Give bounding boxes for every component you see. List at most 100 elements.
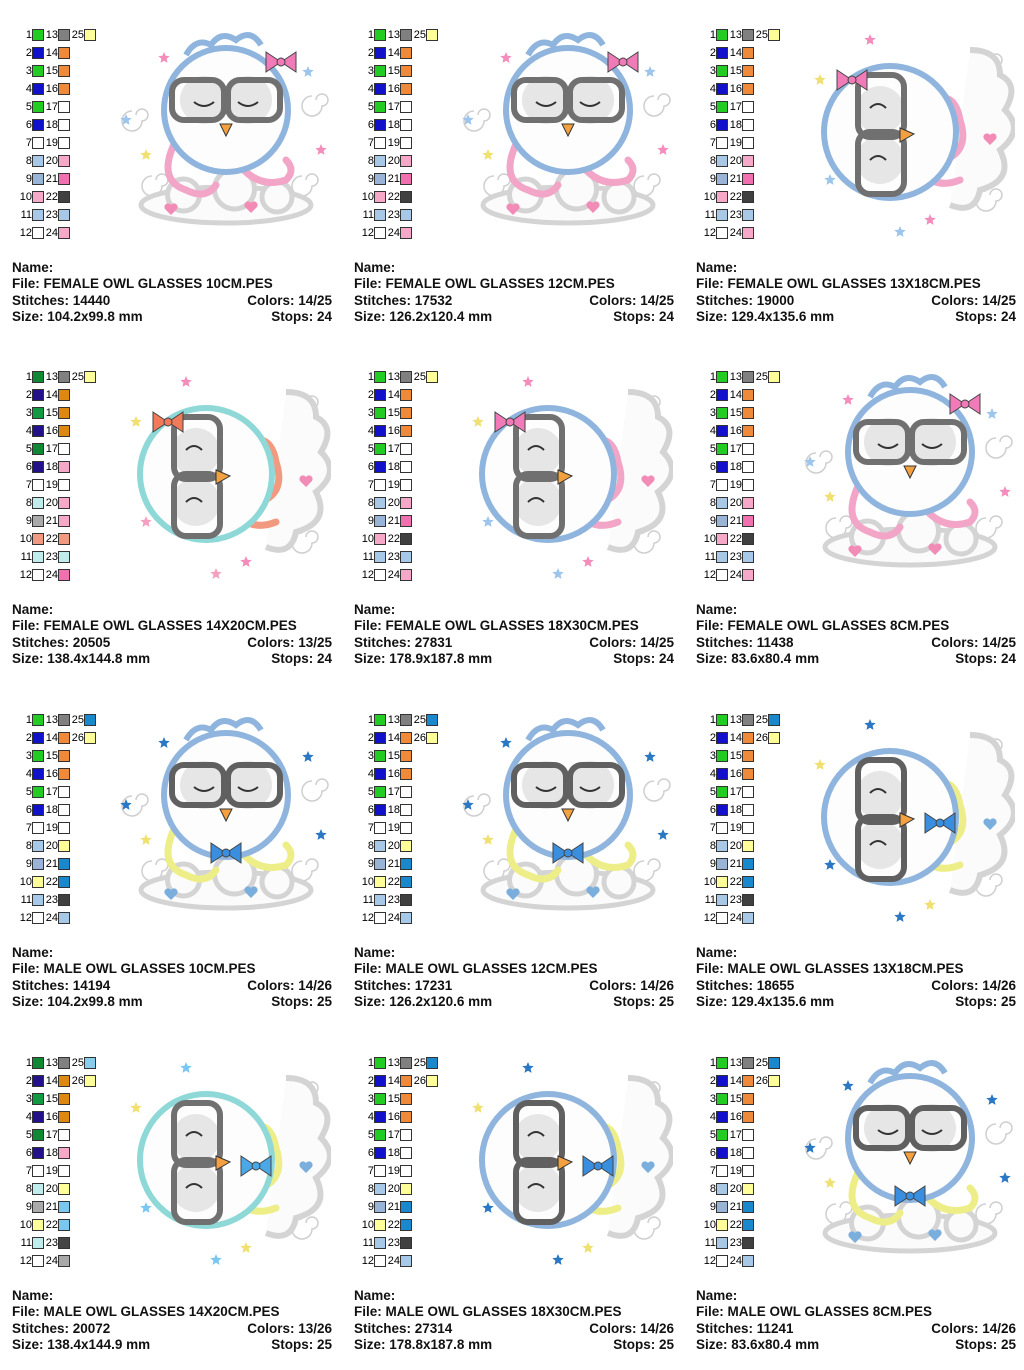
color-number: 14 [387,389,400,401]
owl-wing [848,1164,979,1226]
color-number: 11 [704,894,716,906]
color-swatch [58,173,70,185]
color-swatch [400,1183,412,1195]
color-number: 14 [729,389,742,401]
palette-row: 1 13 25 [698,26,780,44]
color-number: 6 [25,804,32,816]
color-number: 16 [45,1111,58,1123]
color-swatch [58,876,70,888]
color-palette: 1 13 25 2 14 26 3 15 4 16 5 17 6 18 7 19 8 20 9 21 10 22 11 23 1… [14,711,96,927]
color-number: 2 [367,47,374,59]
stop-count: Stops: 24 [613,650,674,666]
color-swatch [32,209,44,221]
color-swatch [400,65,412,77]
color-number: 1 [709,371,716,383]
color-number: 6 [709,804,716,816]
palette-row: 1 13 25 [14,26,96,44]
color-swatch [426,1075,438,1087]
palette-row: 5 17 [14,98,96,116]
color-number: 15 [729,750,742,762]
color-number: 24 [729,912,742,924]
stitch-count: Stitches: 14440 [12,292,111,308]
color-swatch [58,65,70,77]
design-size: Size: 104.2x99.8 mm [12,308,143,324]
color-swatch [400,876,412,888]
color-number: 9 [25,173,32,185]
color-swatch [58,389,70,401]
color-number: 18 [729,119,742,131]
palette-row: 5 17 [698,783,780,801]
color-swatch [374,768,386,780]
color-number: 21 [387,1201,400,1213]
heart-icon [848,1231,862,1243]
color-swatch [400,533,412,545]
glasses-icon [171,414,223,539]
color-swatch [32,1183,44,1195]
palette-row: 8 20 [698,1180,780,1198]
palette-row: 3 15 [356,404,438,422]
color-number: 20 [45,840,58,852]
color-number: 10 [703,533,716,545]
beak-icon [215,1155,232,1171]
color-number: 25 [755,371,768,383]
color-number: 4 [25,425,32,437]
palette-row: 9 21 [356,512,438,530]
color-number: 17 [45,786,58,798]
color-count: Colors: 13/26 [247,1320,332,1336]
palette-row: 10 22 [14,188,96,206]
palette-row: 12 24 [14,909,96,927]
color-swatch [374,533,386,545]
file-name: File: MALE OWL GLASSES 12CM.PES [354,961,598,977]
color-number: 15 [387,1093,400,1105]
color-swatch [400,209,412,221]
color-number: 19 [45,479,58,491]
design-size: Size: 83.6x80.4 mm [696,1336,820,1352]
color-swatch [716,425,728,437]
color-swatch [32,389,44,401]
star-icon [140,1202,152,1213]
palette-row: 7 19 [356,134,438,152]
color-swatch [400,461,412,473]
color-number: 1 [367,29,374,41]
star-icon [140,834,152,845]
palette-row: 2 14 26 [356,729,438,747]
color-number: 10 [703,876,716,888]
color-swatch [742,479,754,491]
color-number: 1 [709,29,716,41]
color-swatch [58,1057,70,1069]
color-swatch [32,101,44,113]
palette-row: 11 23 [356,1234,438,1252]
design-info: Name: File: MALE OWL GLASSES 14X20CM.PES S… [12,1288,332,1353]
palette-row: 10 22 [14,873,96,891]
color-number: 4 [367,83,374,95]
color-swatch [742,1093,754,1105]
palette-row: 4 16 [14,765,96,783]
color-swatch [58,1093,70,1105]
design-info: Name: File: FEMALE OWL GLASSES 13X18CM.PE… [696,260,1016,325]
beak-icon [215,469,232,485]
name-label: Name: [12,945,54,960]
color-number: 12 [19,569,32,581]
color-number: 17 [387,786,400,798]
palette-row: 9 21 [14,1198,96,1216]
cloud-shape [264,389,331,553]
color-swatch [742,569,754,581]
palette-row: 10 22 [14,1216,96,1234]
glasses-icon [511,762,625,808]
cloud-shape [822,1194,998,1254]
color-palette: 1 13 25 2 14 3 15 4 16 5 17 6 18 7 19 8 20 9 21 10 22 11 23 12 2… [14,26,96,242]
color-number: 16 [729,425,742,437]
color-swatch [716,155,728,167]
design-info: Name: File: FEMALE OWL GLASSES 12CM.PES St… [354,260,674,325]
owl-wing [164,136,295,198]
color-number: 25 [413,714,426,726]
palette-row: 3 15 [698,747,780,765]
heart-icon [586,201,600,213]
color-swatch [58,1201,70,1213]
color-number: 2 [25,732,32,744]
palette-row: 3 15 [356,1090,438,1108]
color-number: 21 [45,1201,58,1213]
color-number: 17 [729,443,742,455]
color-palette: 1 13 25 2 14 26 3 15 4 16 5 17 6 18 7 19 8 20 9 21 10 22 11 23 1… [698,1054,780,1270]
color-number: 3 [709,1093,716,1105]
